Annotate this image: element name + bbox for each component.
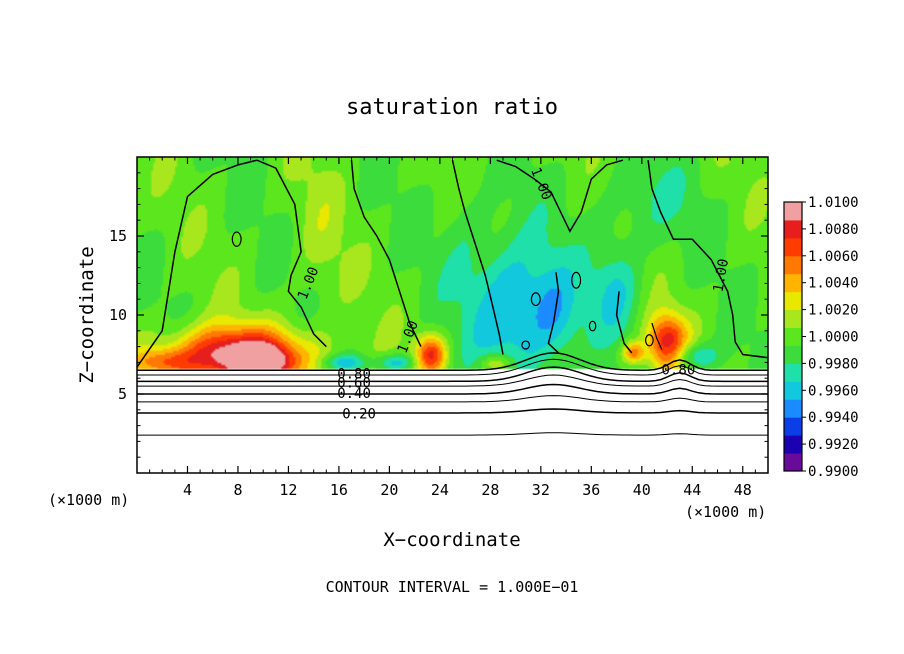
contour-label: 0.80 — [662, 362, 696, 378]
x-axis-ticks: 4 8 12 16 20 24 28 32 36 40 44 48 — [149, 157, 756, 499]
colorbar-segment — [784, 237, 802, 257]
colorbar-label: 0.9940 — [808, 410, 859, 426]
colorbar-label: 1.0080 — [808, 222, 859, 238]
contour-line — [496, 159, 624, 233]
contour-line — [547, 272, 560, 354]
colorbar-segment — [784, 202, 802, 221]
contour-line — [137, 408, 768, 414]
y-axis-ticks: 5 10 15 — [109, 172, 768, 458]
x-tick-label: 4 — [183, 481, 192, 499]
x-tick-label: 32 — [532, 481, 550, 499]
colorbar: 1.0100 1.0080 1.0060 1.0040 1.0020 1.0000 0.99… — [783, 195, 859, 480]
contour-label: 0.40 — [337, 386, 371, 402]
contour-ring — [231, 231, 242, 247]
contour-label: 0.20 — [342, 407, 376, 423]
x-tick-label: 28 — [481, 481, 499, 499]
contour-line — [615, 291, 633, 354]
colorbar-segment — [784, 309, 802, 329]
x-tick-label: 8 — [233, 481, 242, 499]
x-tick-label: 20 — [380, 481, 398, 499]
contour-ring — [588, 320, 597, 332]
colorbar-segment — [784, 453, 802, 472]
colorbar-segment — [784, 327, 802, 346]
contour-line — [137, 395, 768, 403]
y-tick-label: 10 — [109, 306, 127, 324]
contour-ring — [571, 271, 582, 289]
contour-line — [256, 159, 327, 348]
contour-ring — [644, 334, 654, 347]
colorbar-segment — [784, 363, 802, 382]
colorbar-label: 1.0000 — [808, 330, 859, 346]
x-tick-label: 16 — [330, 481, 348, 499]
colorbar-segment — [784, 219, 802, 239]
x-tick-label: 40 — [633, 481, 651, 499]
contour-line — [136, 159, 258, 368]
y-tick-label: 15 — [109, 227, 127, 245]
colorbar-label: 0.9920 — [808, 437, 859, 453]
colorbar-label: 1.0100 — [808, 195, 859, 211]
colorbar-label: 1.0040 — [808, 276, 859, 292]
contour-line — [651, 322, 663, 351]
colorbar-segment — [784, 435, 802, 454]
x-tick-label: 44 — [683, 481, 701, 499]
x-axis-unit-right: (×1000 m) — [685, 503, 766, 521]
contour-line — [137, 432, 768, 436]
contour-line — [137, 366, 768, 383]
x-tick-label: 36 — [582, 481, 600, 499]
colorbar-label: 0.9900 — [808, 464, 859, 480]
contour-ring — [521, 340, 531, 350]
x-axis-label: X−coordinate — [383, 529, 520, 551]
x-axis-unit-left: (×1000 m) — [48, 491, 129, 509]
contour-line — [137, 358, 768, 376]
colorbar-label: 1.0060 — [808, 249, 859, 265]
colorbar-label: 0.9980 — [808, 356, 859, 372]
x-tick-label: 48 — [734, 481, 752, 499]
saturation-heatmap — [137, 157, 768, 473]
contour-line — [137, 383, 768, 395]
contour-line — [451, 160, 504, 355]
contour-label: 0.60 — [337, 376, 371, 392]
contour-label: 1.00 — [710, 258, 732, 294]
colorbar-label: 1.0020 — [808, 303, 859, 319]
chart-title: saturation ratio — [346, 95, 558, 120]
contour-line — [647, 160, 769, 359]
y-axis-label: Z−coordinate — [76, 246, 98, 383]
contour-line — [137, 352, 768, 372]
colorbar-segment — [784, 399, 802, 418]
colorbar-segment — [784, 345, 802, 364]
contour-lines — [136, 159, 769, 436]
contour-interval-note: CONTOUR INTERVAL = 1.000E−01 — [326, 578, 579, 596]
contour-line — [350, 160, 422, 347]
x-tick-label: 24 — [431, 481, 449, 499]
y-tick-label: 5 — [118, 385, 127, 403]
colorbar-segment — [784, 417, 802, 436]
contour-label: 0.80 — [337, 366, 371, 382]
contour-line — [137, 374, 768, 387]
colorbar-segment — [784, 273, 802, 293]
colorbar-label: 0.9960 — [808, 383, 859, 399]
contour-ring — [530, 292, 541, 307]
colorbar-segment — [784, 291, 802, 311]
x-tick-label: 12 — [279, 481, 297, 499]
colorbar-segment — [784, 381, 802, 400]
colorbar-segment — [784, 255, 802, 275]
